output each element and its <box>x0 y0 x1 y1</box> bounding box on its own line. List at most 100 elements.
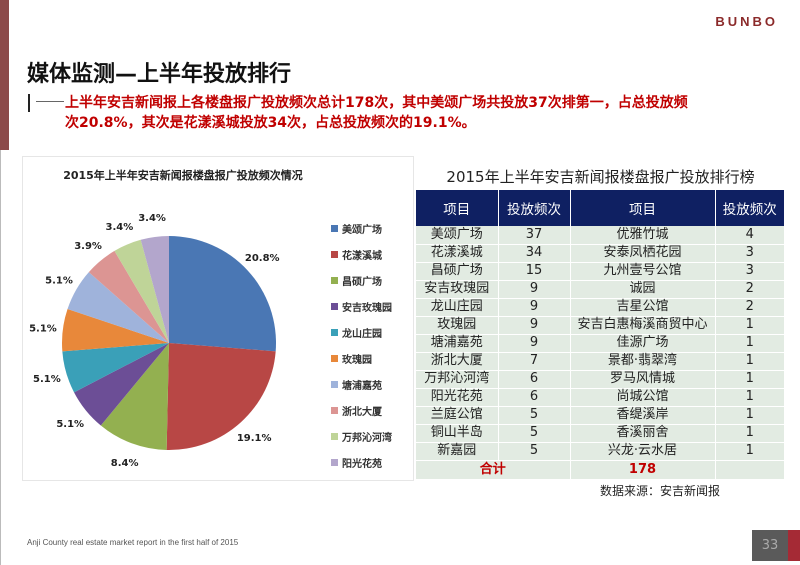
legend-label: 安吉玫瑰园 <box>342 302 392 314</box>
pie-slice <box>114 239 169 343</box>
legend-label: 昌硕广场 <box>342 276 382 288</box>
slice-label: 3.4% <box>138 213 166 224</box>
frequency-cell: 7 <box>498 352 571 371</box>
frequency-cell: 15 <box>498 262 571 281</box>
frequency-cell: 9 <box>498 316 571 335</box>
legend-label: 浙北大厦 <box>342 406 382 418</box>
table-title: 2015年上半年安吉新闻报楼盘报广投放排行榜 <box>446 168 755 186</box>
chart-title: 2015年上半年安吉新闻报楼盘报广投放频次情况 <box>63 169 303 182</box>
legend-item: 花漾溪城 <box>331 241 392 267</box>
legend-label: 塘浦嘉苑 <box>342 380 382 392</box>
slice-label: 3.9% <box>74 241 102 252</box>
project-cell: 铜山半岛 <box>416 424 499 443</box>
project-cell: 玫瑰园 <box>416 316 499 335</box>
legend-swatch <box>331 406 338 414</box>
project-cell: 塘浦嘉苑 <box>416 334 499 353</box>
slice-label: 8.4% <box>111 458 139 469</box>
frequency-cell: 34 <box>498 244 571 263</box>
slice-label: 5.1% <box>29 323 57 334</box>
col-frequency-1: 投放频次 <box>498 190 571 226</box>
project-cell: 安泰凤栖花园 <box>570 244 716 263</box>
legend-swatch <box>331 276 338 284</box>
pie-slice <box>62 343 170 393</box>
legend-item: 龙山庄园 <box>331 319 392 345</box>
summary-text: 上半年安吉新闻报上各楼盘报广投放频次总计178次，其中美颂广场共投放37次排第一… <box>65 93 785 133</box>
project-cell: 景都·翡翠湾 <box>570 352 716 371</box>
pie-slice <box>100 343 169 450</box>
table-row: 浙北大厦 7 景都·翡翠湾 1 <box>416 352 785 371</box>
legend-swatch <box>331 328 338 336</box>
project-cell: 罗马风情城 <box>570 370 716 389</box>
slice-label: 5.1% <box>56 419 84 430</box>
bullet-dash <box>36 101 64 102</box>
chart-legend: 美颂广场 花漾溪城 昌硕广场 安吉玫瑰园 龙山庄园 玫瑰园 塘浦嘉苑 浙北大厦 万邦沁河湾 阳光花… <box>331 215 392 475</box>
legend-item: 阳光花苑 <box>331 449 392 475</box>
project-cell: 佳源广场 <box>570 334 716 353</box>
legend-swatch <box>331 250 338 258</box>
frequency-cell: 6 <box>498 388 571 407</box>
frequency-cell: 3 <box>715 262 785 281</box>
frequency-cell: 1 <box>715 316 785 335</box>
project-cell: 新嘉园 <box>416 442 499 461</box>
legend-label: 万邦沁河湾 <box>342 432 392 444</box>
legend-swatch <box>331 380 338 388</box>
table-row: 美颂广场 37 优雅竹城 4 <box>416 226 785 245</box>
legend-item: 浙北大厦 <box>331 397 392 423</box>
frequency-cell: 1 <box>715 406 785 425</box>
frequency-cell: 6 <box>498 370 571 389</box>
pie-slice <box>67 272 169 343</box>
summary-line-2: 次20.8%，其次是花漾溪城投放34次，占总投放频次的19.1%。 <box>65 115 476 131</box>
project-cell: 花漾溪城 <box>416 244 499 263</box>
legend-item: 万邦沁河湾 <box>331 423 392 449</box>
project-cell: 香缇溪岸 <box>570 406 716 425</box>
col-project-1: 项目 <box>416 190 499 226</box>
project-cell: 浙北大厦 <box>416 352 499 371</box>
project-cell: 昌硕广场 <box>416 262 499 281</box>
project-cell: 美颂广场 <box>416 226 499 245</box>
frequency-cell: 37 <box>498 226 571 245</box>
total-row: 合计 178 <box>416 460 785 480</box>
page-accent <box>788 530 800 561</box>
slice-label: 3.4% <box>106 222 134 233</box>
table-row: 花漾溪城 34 安泰凤栖花园 3 <box>416 244 785 263</box>
slice-label: 19.1% <box>237 433 272 444</box>
legend-item: 昌硕广场 <box>331 267 392 293</box>
project-cell: 阳光花苑 <box>416 388 499 407</box>
pie-slice <box>166 343 276 450</box>
table-row: 塘浦嘉苑 9 佳源广场 1 <box>416 334 785 353</box>
table-row: 铜山半岛 5 香溪丽舍 1 <box>416 424 785 443</box>
frequency-cell: 1 <box>715 352 785 371</box>
frequency-cell: 4 <box>715 226 785 245</box>
project-cell: 优雅竹城 <box>570 226 716 245</box>
legend-swatch <box>331 432 338 440</box>
pie-slice <box>61 309 169 352</box>
table-row: 阳光花苑 6 尚城公馆 1 <box>416 388 785 407</box>
legend-item: 安吉玫瑰园 <box>331 293 392 319</box>
ranking-table: 项目 投放频次 项目 投放频次 美颂广场 37 优雅竹城 4 花漾溪城 34 安泰凤栖花园 3… <box>416 190 785 480</box>
col-project-2: 项目 <box>570 190 716 226</box>
summary-line-1: 上半年安吉新闻报上各楼盘报广投放频次总计178次，其中美颂广场共投放37次排第一… <box>65 95 688 111</box>
frequency-cell: 2 <box>715 280 785 299</box>
project-cell: 九州壹号公馆 <box>570 262 716 281</box>
slice-label: 5.1% <box>45 276 73 287</box>
pie-slice <box>88 250 169 343</box>
total-label: 合计 <box>416 460 571 480</box>
frequency-cell: 9 <box>498 334 571 353</box>
project-cell: 诚园 <box>570 280 716 299</box>
legend-label: 龙山庄园 <box>342 328 382 340</box>
table-row: 万邦沁河湾 6 罗马风情城 1 <box>416 370 785 389</box>
project-cell: 安吉白惠梅溪商贸中心 <box>570 316 716 335</box>
page-title: 媒体监测—上半年投放排行 <box>27 62 292 87</box>
table-row: 昌硕广场 15 九州壹号公馆 3 <box>416 262 785 281</box>
frequency-cell: 3 <box>715 244 785 263</box>
slice-label: 20.8% <box>245 253 280 264</box>
decorative-strip <box>0 0 9 150</box>
legend-item: 美颂广场 <box>331 215 392 241</box>
legend-label: 花漾溪城 <box>342 250 382 262</box>
total-empty <box>715 460 785 480</box>
legend-label: 阳光花苑 <box>342 458 382 470</box>
project-cell: 香溪丽舍 <box>570 424 716 443</box>
data-source: 数据来源：安吉新闻报 <box>600 484 721 498</box>
table-row: 安吉玫瑰园 9 诚园 2 <box>416 280 785 299</box>
